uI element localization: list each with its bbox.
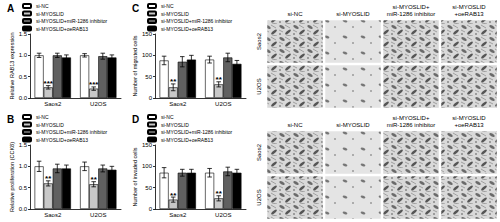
svg-text:100: 100 <box>142 52 153 58</box>
svg-text:si-MYOSLID: si-MYOSLID <box>336 122 370 128</box>
svg-text:**: ** <box>216 75 223 84</box>
svg-text:**: ** <box>91 175 98 184</box>
svg-text:100: 100 <box>142 163 153 169</box>
svg-text:si-MYOSLID+miR-1286 inhibitor: si-MYOSLID+miR-1286 inhibitor <box>387 115 436 128</box>
svg-text:0: 0 <box>149 206 153 212</box>
svg-text:si-NC: si-NC <box>288 11 304 17</box>
svg-text:si-MYOSLID+miR-1286 inhibitor: si-MYOSLID+miR-1286 inhibitor <box>387 4 436 17</box>
svg-text:Saos2: Saos2 <box>256 143 262 161</box>
svg-text:si-MYOSLID: si-MYOSLID <box>36 122 64 128</box>
svg-text:si-NC: si-NC <box>288 122 304 128</box>
svg-text:**: ** <box>45 174 52 183</box>
svg-text:50: 50 <box>145 185 152 191</box>
svg-text:si-MYOSLID: si-MYOSLID <box>336 11 370 17</box>
svg-text:1.5: 1.5 <box>19 31 28 37</box>
svg-text:si-MYOSLID+oeRAB13: si-MYOSLID+oeRAB13 <box>452 4 486 17</box>
svg-text:si-MYOSLID: si-MYOSLID <box>36 11 64 17</box>
svg-text:***: *** <box>89 80 99 89</box>
svg-text:si-NC: si-NC <box>161 3 174 9</box>
svg-text:si-MYOSLID+oeRAB13: si-MYOSLID+oeRAB13 <box>161 137 213 143</box>
svg-text:**: ** <box>216 189 223 198</box>
svg-text:0.0: 0.0 <box>19 206 28 212</box>
svg-text:**: ** <box>170 191 177 200</box>
svg-text:si-MYOSLID+oeRAB13: si-MYOSLID+oeRAB13 <box>36 137 88 143</box>
svg-text:A: A <box>7 3 14 14</box>
svg-text:Number of migrated cells: Number of migrated cells <box>132 35 138 96</box>
svg-text:Saos2: Saos2 <box>169 101 187 107</box>
svg-text:si-MYOSLID+miR-1286 inhibitor: si-MYOSLID+miR-1286 inhibitor <box>36 129 108 135</box>
svg-text:si-MYOSLID: si-MYOSLID <box>161 11 189 17</box>
svg-text:C: C <box>132 3 139 14</box>
svg-text:Relative RAB13 expression: Relative RAB13 expression <box>9 33 15 100</box>
svg-text:0.5: 0.5 <box>19 74 28 80</box>
svg-text:150: 150 <box>142 142 153 148</box>
svg-text:U2OS: U2OS <box>215 101 231 107</box>
svg-text:si-MYOSLID+oeRAB13: si-MYOSLID+oeRAB13 <box>161 26 213 32</box>
svg-text:Saos2: Saos2 <box>44 212 62 218</box>
svg-text:D: D <box>132 114 139 125</box>
svg-text:U2OS: U2OS <box>256 78 262 94</box>
svg-text:Saos2: Saos2 <box>256 32 262 50</box>
svg-text:Saos2: Saos2 <box>44 101 62 107</box>
svg-text:si-MYOSLID+miR-1286 inhibitor: si-MYOSLID+miR-1286 inhibitor <box>161 129 233 135</box>
svg-text:si-NC: si-NC <box>161 114 174 120</box>
svg-text:***: *** <box>44 79 54 88</box>
svg-text:**: ** <box>170 77 177 86</box>
svg-text:U2OS: U2OS <box>215 212 231 218</box>
svg-text:1.0: 1.0 <box>19 52 28 58</box>
svg-text:0.5: 0.5 <box>19 185 28 191</box>
svg-text:Number of invaded cells: Number of invaded cells <box>132 147 138 206</box>
svg-text:50: 50 <box>145 74 152 80</box>
svg-text:si-MYOSLID+oeRAB13: si-MYOSLID+oeRAB13 <box>452 115 486 128</box>
svg-text:si-MYOSLID+oeRAB13: si-MYOSLID+oeRAB13 <box>36 26 88 32</box>
svg-text:150: 150 <box>142 31 153 37</box>
svg-text:1.0: 1.0 <box>19 163 28 169</box>
svg-text:U2OS: U2OS <box>90 212 106 218</box>
svg-text:si-NC: si-NC <box>36 3 49 9</box>
svg-text:si-MYOSLID+miR-1286 inhibitor: si-MYOSLID+miR-1286 inhibitor <box>161 18 233 24</box>
svg-text:U2OS: U2OS <box>90 101 106 107</box>
svg-text:B: B <box>7 114 14 125</box>
svg-text:1.5: 1.5 <box>19 142 28 148</box>
svg-text:Relative proliferation (CCK8): Relative proliferation (CCK8) <box>9 142 15 212</box>
svg-text:si-MYOSLID: si-MYOSLID <box>161 122 189 128</box>
svg-text:U2OS: U2OS <box>256 189 262 205</box>
svg-text:0: 0 <box>149 95 153 101</box>
svg-text:si-MYOSLID+miR-1286 inhibitor: si-MYOSLID+miR-1286 inhibitor <box>36 18 108 24</box>
svg-text:si-NC: si-NC <box>36 114 49 120</box>
svg-text:Saos2: Saos2 <box>169 212 187 218</box>
svg-text:0.0: 0.0 <box>19 95 28 101</box>
